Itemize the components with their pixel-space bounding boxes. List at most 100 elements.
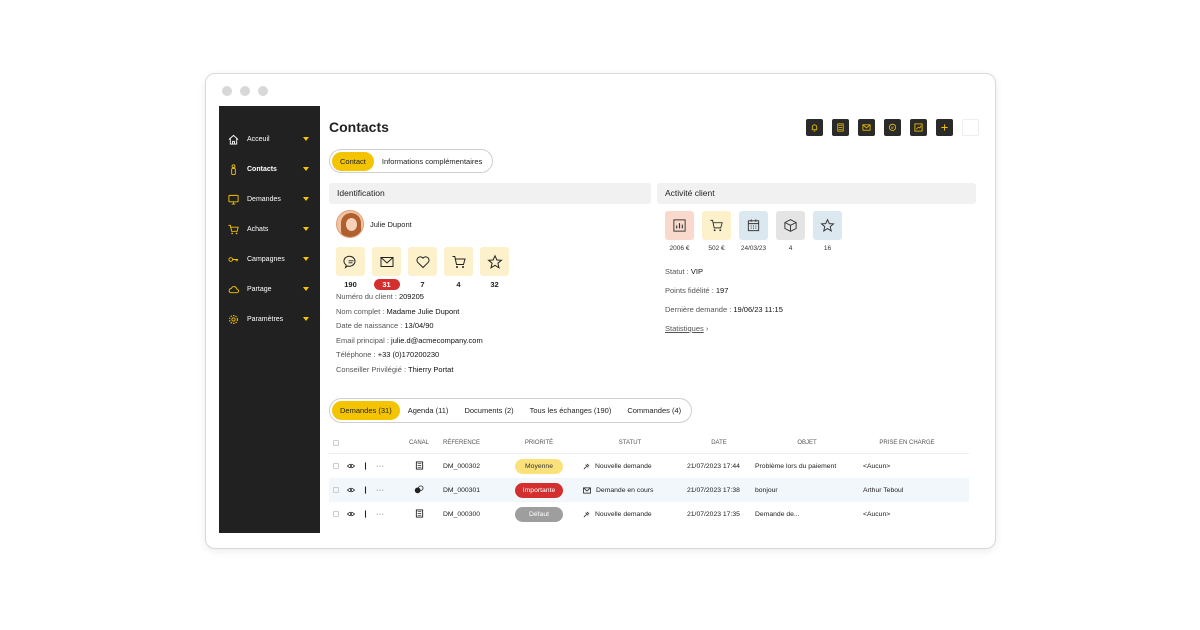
tab-contact[interactable]: Contact [332, 151, 374, 171]
col-canal[interactable]: CANAL [408, 439, 429, 446]
stat-value: 502 € [708, 245, 725, 252]
cell-prise-en-charge: <Aucun> [863, 510, 891, 518]
sidebar-item-label: Paramètres [247, 315, 284, 323]
blank-action-slot [962, 119, 979, 136]
col-priorite[interactable]: PRIORITÉ [524, 439, 554, 446]
contact-header: Julie Dupont [336, 210, 412, 238]
row-checkbox[interactable] [333, 487, 339, 493]
mail-icon[interactable] [858, 119, 875, 136]
cart-icon [227, 223, 239, 235]
window-dot-minimize[interactable] [240, 86, 250, 96]
more-icon[interactable]: ··· [376, 462, 385, 470]
cell-reference: DM_000302 [443, 462, 481, 470]
activite-stat-date[interactable]: 24/03/23 [739, 211, 768, 252]
chevron-down-icon[interactable] [303, 167, 309, 171]
sidebar-item-achats[interactable]: Achats [219, 214, 320, 244]
document-icon [415, 508, 423, 518]
chevron-down-icon[interactable] [303, 197, 309, 201]
stat-achats[interactable]: 4 [444, 247, 473, 290]
app-window: Acceuil Contacts Demandes Achats Campagn… [205, 73, 996, 549]
tab-documents[interactable]: Documents (2) [464, 406, 514, 415]
sidebar-item-acceuil[interactable]: Acceuil [219, 124, 320, 154]
cell-objet: Problème lors du paiement [755, 462, 837, 470]
field-conseiller: Conseiller Privilégié : Thierry Portat [336, 364, 454, 374]
table-row[interactable]: ··· DM_000302 Moyenne Nouvelle demande 2… [329, 454, 969, 478]
paperclip-icon[interactable] [363, 461, 368, 471]
field-points-fidelite: Points fidélité : 197 [665, 286, 729, 295]
star-icon [813, 211, 842, 240]
stat-value: 2006 € [669, 245, 690, 252]
sidebar-item-partage[interactable]: Partage [219, 274, 320, 304]
col-objet[interactable]: OBJET [797, 439, 817, 446]
document-icon [415, 460, 423, 470]
bell-icon[interactable] [806, 119, 823, 136]
window-dot-close[interactable] [222, 86, 232, 96]
window-dot-maximize[interactable] [258, 86, 268, 96]
cell-date: 21/07/2023 17:35 [687, 510, 740, 518]
activite-stat-panier[interactable]: 502 € [702, 211, 731, 252]
stat-favoris[interactable]: 7 [408, 247, 437, 290]
more-icon[interactable]: ··· [376, 486, 385, 494]
tab-agenda[interactable]: Agenda (11) [407, 406, 449, 415]
table-row[interactable]: ··· DM_000301 Importante Demande en cour… [329, 478, 969, 502]
tab-informations-complementaires[interactable]: Informations complémentaires [381, 156, 483, 166]
gear-icon [227, 313, 239, 325]
field-nom-complet: Nom complet : Madame Julie Dupont [336, 306, 460, 316]
chevron-down-icon[interactable] [303, 137, 309, 141]
statistiques-link[interactable]: Statistiques › [665, 324, 709, 333]
cell-objet: bonjour [755, 486, 778, 494]
cell-statut: Nouvelle demande [595, 510, 652, 518]
chevron-down-icon[interactable] [303, 227, 309, 231]
stat-points[interactable]: 32 [480, 247, 509, 290]
sidebar-item-label: Partage [247, 285, 272, 293]
monitor-icon [227, 193, 239, 205]
stat-value: 4 [788, 245, 793, 252]
chevron-down-icon[interactable] [303, 257, 309, 261]
sidebar-item-contacts[interactable]: Contacts [219, 154, 320, 184]
select-all-checkbox[interactable] [333, 439, 339, 446]
row-checkbox[interactable] [333, 511, 339, 517]
activite-stat-favoris[interactable]: 16 [813, 211, 842, 252]
activite-stat-commandes[interactable]: 4 [776, 211, 805, 252]
tab-demandes[interactable]: Demandes (31) [332, 401, 400, 420]
sidebar-item-label: Contacts [247, 165, 277, 173]
sidebar: Acceuil Contacts Demandes Achats Campagn… [219, 106, 320, 533]
chat-icon[interactable] [884, 119, 901, 136]
chart-icon[interactable] [910, 119, 927, 136]
col-reference[interactable]: RÉFERENCE [443, 439, 481, 446]
chevron-down-icon[interactable] [303, 317, 309, 321]
priority-badge: Importante [515, 482, 563, 498]
pin-icon [583, 463, 590, 469]
sidebar-item-demandes[interactable]: Demandes [219, 184, 320, 214]
paperclip-icon[interactable] [363, 485, 368, 495]
sidebar-item-campagnes[interactable]: Campagnes [219, 244, 320, 274]
tab-tous-les-echanges[interactable]: Tous les échanges (190) [529, 406, 612, 415]
stat-messages[interactable]: 190 [336, 247, 365, 290]
table-row[interactable]: ··· DM_000300 Défaut Nouvelle demande 21… [329, 502, 969, 526]
more-icon[interactable]: ··· [376, 510, 385, 518]
row-checkbox[interactable] [333, 463, 339, 469]
chevron-right-icon: › [705, 324, 709, 333]
eye-icon[interactable] [347, 487, 355, 493]
plus-icon[interactable] [936, 119, 953, 136]
calculator-icon[interactable] [832, 119, 849, 136]
col-prise-en-charge[interactable]: PRISE EN CHARGE [879, 439, 935, 446]
table-header: CANAL RÉFERENCE PRIORITÉ STATUT DATE OBJ… [329, 432, 969, 454]
field-statut: Statut : VIP [665, 267, 703, 276]
col-date[interactable]: DATE [711, 439, 727, 446]
stat-value: 4 [456, 280, 461, 289]
chevron-down-icon[interactable] [303, 287, 309, 291]
col-statut[interactable]: STATUT [618, 439, 642, 446]
mail-icon [583, 486, 591, 494]
demandes-tabs: Demandes (31) Agenda (11) Documents (2) … [329, 398, 693, 423]
calendar-icon [739, 211, 768, 240]
paperclip-icon[interactable] [363, 509, 368, 519]
eye-icon[interactable] [347, 463, 355, 469]
tab-commandes[interactable]: Commandes (4) [627, 406, 682, 415]
sidebar-item-parametres[interactable]: Paramètres [219, 304, 320, 334]
contact-name: Julie Dupont [370, 219, 412, 229]
eye-icon[interactable] [347, 511, 355, 517]
activite-stat-ca[interactable]: 2006 € [665, 211, 694, 252]
stat-mails[interactable]: 31 [372, 247, 401, 290]
page-title: Contacts [329, 119, 389, 135]
